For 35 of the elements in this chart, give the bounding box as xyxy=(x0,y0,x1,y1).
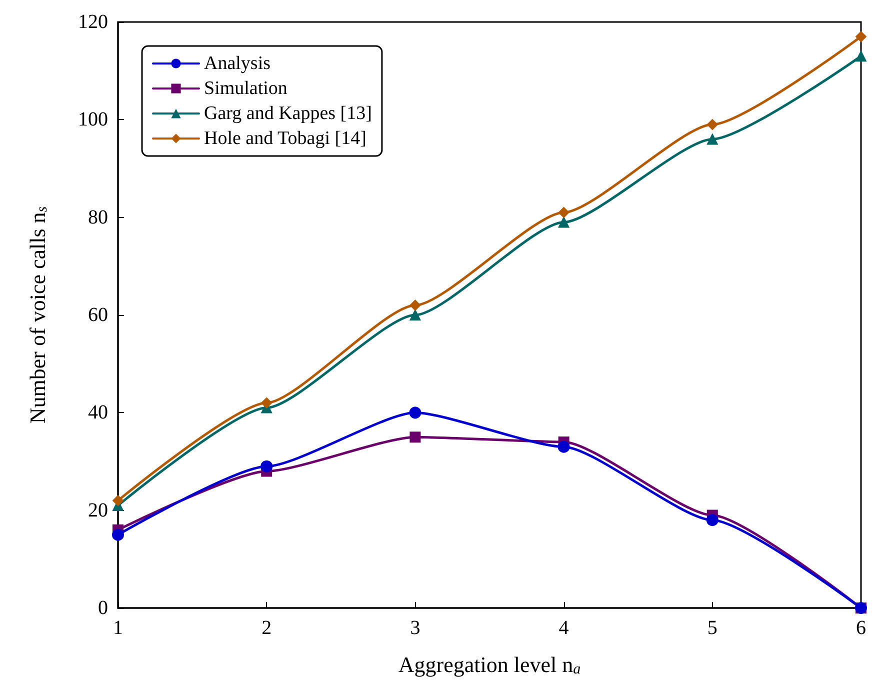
y-tick-label: 60 xyxy=(88,304,108,326)
point xyxy=(558,206,570,218)
y-tick-label: 120 xyxy=(78,11,108,33)
point xyxy=(409,406,422,419)
y-tick-label: 20 xyxy=(88,499,108,522)
point xyxy=(706,514,718,526)
y-axis-title: Number of voice calls ns xyxy=(25,206,50,424)
y-tick-label: 40 xyxy=(88,402,108,424)
point xyxy=(410,310,421,320)
point xyxy=(261,397,272,408)
point xyxy=(410,432,421,443)
y-tick-label: 0 xyxy=(98,597,108,619)
legend-label: Analysis xyxy=(204,53,270,74)
x-tick-label: 3 xyxy=(410,617,420,639)
point xyxy=(260,460,273,472)
x-tick-label: 6 xyxy=(856,617,866,639)
point xyxy=(112,528,124,541)
x-tick-label: 2 xyxy=(262,617,272,639)
y-tick-label: 100 xyxy=(78,108,108,131)
point xyxy=(856,50,866,62)
legend-label: Hole and Tobagi [14] xyxy=(204,128,366,149)
point xyxy=(410,300,421,311)
point xyxy=(706,134,718,145)
legend-label: Simulation xyxy=(204,78,288,99)
x-tick-label: 5 xyxy=(707,617,718,639)
x-tick-label: 4 xyxy=(558,617,569,639)
x-axis-title: Aggregation level na xyxy=(398,652,581,678)
point xyxy=(706,119,718,130)
x-tick-label: 1 xyxy=(113,617,123,639)
legend-label: Garg and Kappes [13] xyxy=(204,103,372,124)
point xyxy=(112,495,124,506)
point xyxy=(856,31,866,42)
point xyxy=(558,216,570,228)
point xyxy=(558,440,570,453)
y-tick-label: 80 xyxy=(88,206,108,228)
